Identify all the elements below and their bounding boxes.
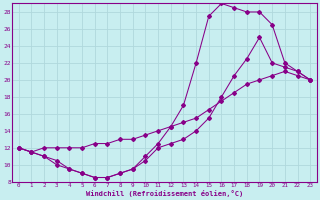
X-axis label: Windchill (Refroidissement éolien,°C): Windchill (Refroidissement éolien,°C) xyxy=(86,190,243,197)
